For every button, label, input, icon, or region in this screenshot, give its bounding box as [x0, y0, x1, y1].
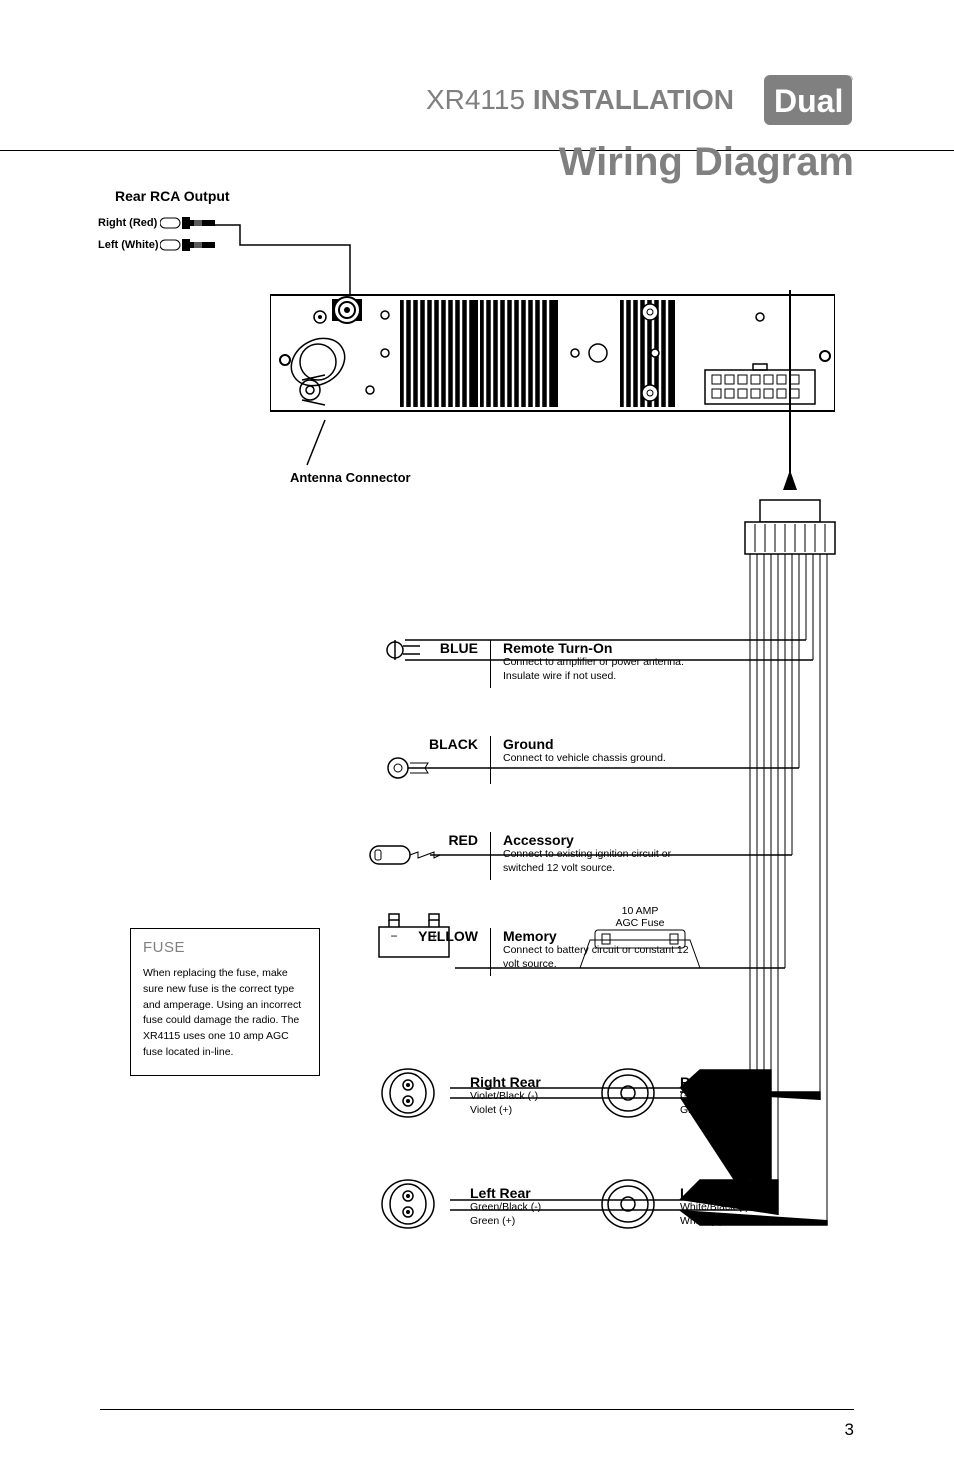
left-rear-pos: Green (+): [470, 1215, 600, 1229]
divider: [490, 928, 491, 976]
wire-red-text: Connect to existing ignition circuit or …: [503, 848, 703, 875]
rca-plug-icon: [160, 215, 220, 231]
speaker-rear-icon: [380, 1176, 440, 1237]
right-rear-pos: Violet (+): [470, 1104, 600, 1118]
rca-right-row: Right (Red): [98, 215, 220, 231]
svg-text:®: ®: [846, 74, 853, 84]
rca-left-row: Left (White): [98, 237, 220, 253]
page-number: 3: [845, 1420, 854, 1440]
left-front-name: Left Front: [680, 1185, 810, 1201]
left-front-neg: White/Black (-): [680, 1201, 810, 1215]
left-rear-neg: Green/Black (-): [470, 1201, 600, 1215]
speaker-row-2: Left Rear Green/Black (-) Green (+) Left…: [380, 1176, 880, 1237]
divider: [490, 832, 491, 880]
chassis-rear-view: [270, 290, 835, 420]
agc-line2: AGC Fuse: [600, 917, 680, 929]
header: XR4115 INSTALLATION Dual ®: [0, 70, 954, 151]
divider: [490, 736, 491, 784]
svg-text:Dual: Dual: [774, 83, 843, 119]
fuse-title: FUSE: [143, 939, 307, 956]
installation-label: INSTALLATION: [533, 84, 734, 115]
fuse-text: When replacing the fuse, make sure new f…: [143, 966, 307, 1061]
wire-blue-row: BLUE Remote Turn-On Connect to amplifier…: [370, 640, 880, 688]
rca-left-label: Left (White): [98, 239, 160, 251]
header-title: XR4115 INSTALLATION: [426, 84, 734, 116]
battery-icon: − +: [374, 902, 454, 960]
wire-red-name: Accessory: [503, 832, 880, 848]
wire-yellow-name: Memory: [503, 928, 880, 944]
rear-rca-title: Rear RCA Output: [115, 188, 230, 204]
right-rear-neg: Violet/Black (-): [470, 1090, 600, 1104]
divider: [490, 640, 491, 688]
fuse-info-box: FUSE When replacing the fuse, make sure …: [130, 928, 320, 1076]
speaker-front-icon: [600, 1176, 660, 1237]
header-content: XR4115 INSTALLATION Dual ®: [100, 70, 854, 130]
wire-red-color: RED: [370, 832, 490, 848]
speaker-row-1: Right Rear Violet/Black (-) Violet (+) R…: [380, 1065, 880, 1126]
svg-text:−: −: [390, 929, 397, 943]
wire-black-row: BLACK Ground Connect to vehicle chassis …: [370, 736, 880, 784]
right-front-name: Right Front: [680, 1074, 810, 1090]
model-number: XR4115: [426, 84, 525, 115]
page-title: Wiring Diagram: [559, 140, 854, 185]
brand-logo: Dual ®: [764, 70, 854, 130]
wire-black-name: Ground: [503, 736, 880, 752]
wire-blue-color: BLUE: [370, 640, 490, 656]
speaker-front-icon: [600, 1065, 660, 1126]
speakers-section: Right Rear Violet/Black (-) Violet (+) R…: [380, 1065, 880, 1287]
agc-fuse-label: 10 AMP AGC Fuse: [600, 905, 680, 929]
footer-line: [100, 1409, 854, 1410]
antenna-connector-label: Antenna Connector: [290, 470, 411, 485]
left-front-pos: White (+): [680, 1215, 810, 1229]
wire-yellow-text: Connect to battery circuit or constant 1…: [503, 944, 703, 971]
agc-line1: 10 AMP: [600, 905, 680, 917]
right-front-neg: Gray/Black (-): [680, 1090, 810, 1104]
rca-plug-icon: [160, 237, 220, 253]
rca-right-label: Right (Red): [98, 217, 160, 229]
rca-connectors: Right (Red) Left (White): [98, 215, 220, 259]
left-rear-name: Left Rear: [470, 1185, 600, 1201]
wire-black-text: Connect to vehicle chassis ground.: [503, 752, 703, 766]
svg-text:+: +: [430, 929, 437, 943]
wire-blue-text: Connect to amplifier or power antenna. I…: [503, 656, 703, 683]
right-rear-name: Right Rear: [470, 1074, 600, 1090]
wire-blue-name: Remote Turn-On: [503, 640, 880, 656]
wire-red-row: RED Accessory Connect to existing igniti…: [370, 832, 880, 880]
right-front-pos: Gray (+): [680, 1104, 810, 1118]
speaker-rear-icon: [380, 1065, 440, 1126]
wire-labels-section: BLUE Remote Turn-On Connect to amplifier…: [370, 640, 880, 1024]
wire-black-color: BLACK: [370, 736, 490, 752]
